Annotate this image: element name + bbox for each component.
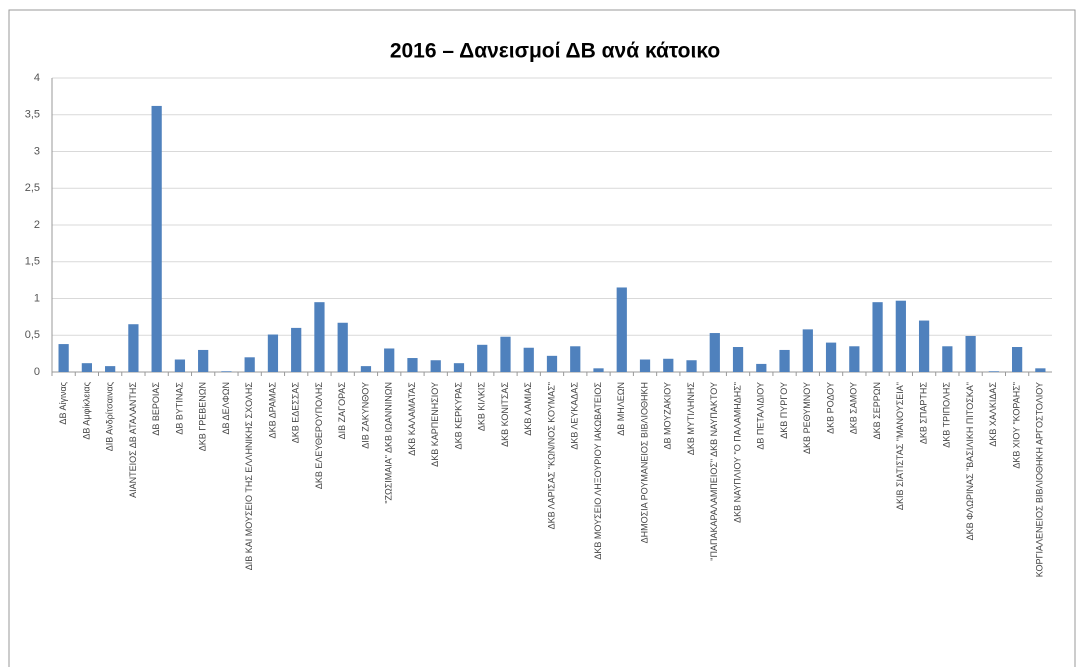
bar xyxy=(593,368,604,372)
x-tick-label: ΔΚΒ ΠΥΡΓΟΥ xyxy=(779,382,789,439)
x-tick-label: ΔΚΒ ΜΟΥΣΕΙΟ ΛΗΞΟΥΡΙΟΥ ΙΑΚΩΒΑΤΕΙΟΣ xyxy=(593,382,603,560)
bar xyxy=(174,359,186,372)
y-tick-label: 0 xyxy=(34,366,40,378)
x-tick-label: ΔΙΒ Ανδρίτσαινας xyxy=(105,381,115,451)
x-tick-label: ΔΚΒ ΛΑΜΙΑΣ xyxy=(523,382,533,436)
bar xyxy=(872,302,883,372)
bar xyxy=(58,344,69,372)
x-tick-label: ΔΒ ΜΟΥΖΑΚΙΟΥ xyxy=(663,382,673,449)
bar xyxy=(244,357,255,372)
chart-title: 2016 – Δανεισμοί ΔΒ ανά κάτοικο xyxy=(390,40,720,63)
x-tick-label: ΔΚΒ ΜΥΤΙΛΗΝΗΣ xyxy=(686,382,696,456)
y-tick-label: 1 xyxy=(34,292,40,304)
bar xyxy=(1035,368,1046,372)
bar xyxy=(802,329,813,372)
bar xyxy=(198,349,209,372)
x-tick-label: ΔΙΒ ΖΑΓΟΡΑΣ xyxy=(337,382,347,440)
x-tick-label: ΔΚΒ ΣΑΜΟΥ xyxy=(849,382,859,434)
bar xyxy=(314,302,325,372)
bar xyxy=(639,359,651,372)
x-tick-label: ΔΚΒ ΧΙΟΥ "ΚΟΡΑΗΣ" xyxy=(1011,382,1021,469)
bar xyxy=(407,358,418,372)
x-tick-label: "ΖΩΣΙΜΑΙΑ" ΔΚΒ ΙΩΑΝΝΙΝΩΝ xyxy=(384,382,394,504)
x-tick-label: ΔΚΒ ΕΛΕΥΘΕΡΟΥΠΟΛΗΣ xyxy=(314,382,324,490)
y-tick-label: 3,5 xyxy=(25,109,40,121)
x-tick-label: ΔΚΒ ΣΕΡΡΩΝ xyxy=(872,382,882,439)
x-tick-label: ΔΒ ΒΕΡΟΙΑΣ xyxy=(151,382,161,436)
bar xyxy=(709,333,720,372)
bar xyxy=(918,320,930,372)
bar xyxy=(384,348,395,372)
bar xyxy=(337,322,348,372)
bar xyxy=(453,363,465,372)
y-tick-label: 4 xyxy=(34,72,40,84)
x-tick-label: ΔΒ Αμφίκλειας xyxy=(81,381,91,439)
y-tick-label: 0,5 xyxy=(25,329,40,341)
x-tick-label: ΔΒ ΜΗΛΕΩΝ xyxy=(616,382,626,436)
x-tick-label: "ΠΑΠΑΚΑΡΑΛΑΜΠΕΙΟΣ" ΔΚΒ ΝΑΥΠΑΚΤΟΥ xyxy=(709,382,719,561)
bar xyxy=(663,358,674,372)
x-tick-label: ΔΚΒ ΣΠΑΡΤΗΣ xyxy=(918,382,928,445)
bar xyxy=(523,347,534,372)
x-tick-label: ΔΚΒ ΚΕΡΚΥΡΑΣ xyxy=(453,382,463,450)
x-tick-label: ΔΚΙΒ ΣΙΑΤΙΣΤΑΣ "ΜΑΝΟΥΣΕΙΑ" xyxy=(895,382,905,510)
bar xyxy=(849,346,860,372)
x-tick-label: ΚΟΡΓΙΑΛΕΝΕΙΟΣ ΒΙΒΛΙΟΘΗΚΗ ΑΡΓΟΣΤΟΛΙΟΥ xyxy=(1035,382,1045,577)
x-tick-label: ΔΚΒ ΡΕΘΥΜΝΟΥ xyxy=(802,382,812,454)
x-tick-label: ΑΙΑΝΤΕΙΟΣ ΔΒ ΑΤΑΛΑΝΤΗΣ xyxy=(128,382,138,498)
bar xyxy=(128,324,139,372)
bar xyxy=(965,335,976,372)
x-tick-label: ΔΙΒ ΖΑΚΥΝΘΟΥ xyxy=(360,382,370,449)
x-tick-label: ΔΚΒ ΡΟΔΟΥ xyxy=(825,382,835,434)
bar xyxy=(151,105,162,373)
bar xyxy=(756,363,767,372)
x-tick-label: ΔΒ Αίγινας xyxy=(58,381,68,424)
bar xyxy=(779,349,790,372)
bar xyxy=(732,347,744,372)
x-tick-label: ΔΚΒ ΚΙΛΚΙΣ xyxy=(477,382,487,432)
x-tick-label: ΔΚΒ ΤΡΙΠΟΛΗΣ xyxy=(942,382,952,448)
bar xyxy=(616,287,627,372)
bar xyxy=(570,346,581,372)
x-tick-label: ΔΙΒ ΚΑΙ ΜΟΥΣΕΙΟ ΤΗΣ ΕΛΛΗΝΙΚΗΣ ΣΧΟΛΗΣ xyxy=(244,382,254,571)
bar xyxy=(360,366,372,372)
x-tick-label: ΔΚΒ ΚΟΝΙΤΣΑΣ xyxy=(500,382,510,447)
y-tick-label: 2,5 xyxy=(25,182,40,194)
bar xyxy=(477,344,488,372)
bar xyxy=(291,327,302,372)
x-tick-label: ΔΒ ΠΕΤΑΛΙΔΙΟΥ xyxy=(756,382,766,450)
x-tick-label: ΔΒ ΒΥΤΙΝΑΣ xyxy=(174,382,184,435)
bar xyxy=(500,336,511,372)
bar xyxy=(686,360,697,372)
x-tick-label: ΔΚΒ ΚΑΡΠΕΝΗΣΙΟΥ xyxy=(430,382,440,467)
bar xyxy=(430,360,441,372)
chart-frame xyxy=(8,9,1076,667)
bar xyxy=(267,334,279,372)
bar xyxy=(105,366,116,372)
x-tick-label: ΔΚΒ ΓΡΕΒΕΝΩΝ xyxy=(198,382,208,451)
bar xyxy=(988,371,999,372)
bar xyxy=(825,342,837,372)
bar xyxy=(942,346,953,372)
bar xyxy=(895,300,906,372)
x-tick-label: ΔΚΒ ΔΡΑΜΑΣ xyxy=(267,382,277,439)
x-tick-label: ΔΗΜΟΣΙΑ ΡΟΥΜΑΝΕΙΟΣ ΒΙΒΛΙΟΘΗΚΗ xyxy=(639,382,649,543)
bar xyxy=(546,355,558,372)
x-tick-label: ΔΚΒ ΛΕΥΚΑΔΑΣ xyxy=(570,382,580,450)
y-tick-label: 3 xyxy=(34,145,40,157)
bar xyxy=(81,363,92,372)
bar xyxy=(1012,347,1023,372)
x-tick-label: ΔΚΒ ΝΑΥΠΛΙΟΥ "Ο ΠΑΛΑΜΗΔΗΣ" xyxy=(732,382,742,523)
x-tick-label: ΔΚΒ ΛΑΡΙΣΑΣ "ΚΩΝ/ΝΟΣ ΚΟΥΜΑΣ" xyxy=(546,382,556,529)
y-tick-label: 1,5 xyxy=(25,256,40,268)
x-tick-label: ΔΚΒ ΦΛΩΡΙΝΑΣ "ΒΑΣΙΛΙΚΗ ΠΙΤΟΣΚΑ" xyxy=(965,382,975,540)
x-tick-label: ΔΒ ΔΕΛΦΩΝ xyxy=(221,382,231,434)
x-tick-label: ΔΚΒ ΚΑΛΑΜΑΤΑΣ xyxy=(407,382,417,456)
bar xyxy=(221,371,232,372)
y-tick-label: 2 xyxy=(34,219,40,231)
x-tick-label: ΔΚΒ ΕΔΕΣΣΑΣ xyxy=(291,382,301,444)
x-tick-label: ΔΚΒ ΧΑΛΚΙΔΑΣ xyxy=(988,382,998,447)
